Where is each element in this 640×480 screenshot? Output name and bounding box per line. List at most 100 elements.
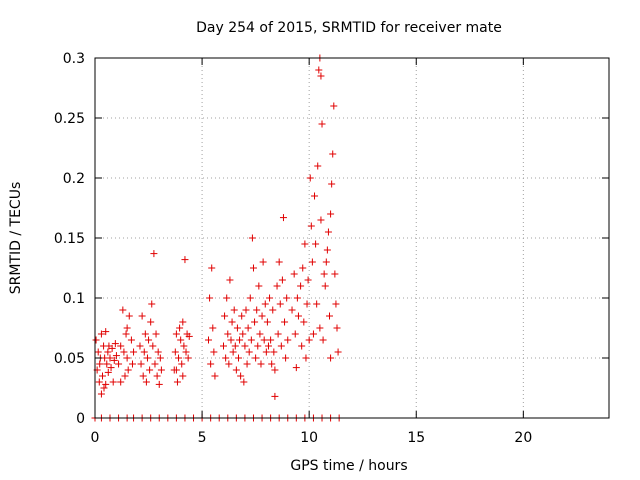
data-point bbox=[95, 378, 103, 386]
data-point bbox=[238, 312, 246, 320]
y-axis-label: SRMTID / TECUs bbox=[8, 182, 24, 295]
y-tick-label: 0.1 bbox=[63, 291, 85, 307]
x-tick-label: 20 bbox=[514, 430, 532, 446]
data-point bbox=[179, 372, 187, 380]
data-point bbox=[264, 342, 272, 350]
data-point bbox=[334, 348, 342, 356]
axes: 0 0.05 0.1 0.15 0.2 0.25 0.3 0 5 10 15 20 bbox=[54, 51, 609, 446]
data-point bbox=[266, 294, 274, 302]
data-point bbox=[262, 348, 270, 356]
x-tick-label: 15 bbox=[407, 430, 425, 446]
data-point bbox=[247, 336, 255, 344]
data-point bbox=[179, 318, 187, 326]
data-point bbox=[271, 392, 279, 400]
data-point bbox=[209, 324, 217, 332]
data-point bbox=[311, 192, 319, 200]
data-point bbox=[267, 336, 275, 344]
data-point bbox=[143, 354, 151, 362]
data-point bbox=[333, 324, 341, 332]
data-point bbox=[119, 306, 127, 314]
data-point bbox=[207, 360, 215, 368]
data-point bbox=[107, 364, 115, 372]
data-point bbox=[102, 380, 110, 388]
data-point bbox=[245, 348, 253, 356]
data-point bbox=[205, 336, 213, 344]
data-point bbox=[128, 360, 136, 368]
data-point bbox=[323, 246, 331, 254]
data-point bbox=[252, 354, 260, 362]
data-point bbox=[157, 366, 165, 374]
y-tick-label: 0 bbox=[76, 411, 85, 427]
data-point bbox=[302, 354, 310, 362]
data-point bbox=[138, 312, 146, 320]
data-point bbox=[327, 354, 335, 362]
data-point bbox=[275, 258, 283, 266]
data-point bbox=[256, 330, 264, 338]
data-point bbox=[322, 258, 330, 266]
data-point bbox=[176, 324, 184, 332]
data-point bbox=[125, 312, 133, 320]
data-point bbox=[130, 348, 138, 356]
data-point bbox=[332, 300, 340, 308]
data-point bbox=[276, 300, 284, 308]
data-point bbox=[312, 240, 320, 248]
y-tick-label: 0.25 bbox=[54, 111, 85, 127]
data-point bbox=[230, 306, 238, 314]
data-point bbox=[104, 368, 112, 376]
data-point bbox=[222, 354, 230, 362]
data-point bbox=[231, 342, 239, 350]
data-point bbox=[284, 336, 292, 344]
data-point bbox=[248, 234, 256, 242]
data-point bbox=[288, 306, 296, 314]
data-point bbox=[324, 228, 332, 236]
data-point bbox=[103, 360, 111, 368]
data-point bbox=[102, 328, 110, 336]
data-point bbox=[279, 214, 287, 222]
data-point bbox=[298, 342, 306, 350]
data-point bbox=[241, 342, 249, 350]
data-point bbox=[109, 378, 117, 386]
data-point bbox=[321, 282, 329, 290]
data-point bbox=[273, 282, 281, 290]
data-point bbox=[220, 342, 227, 350]
grid bbox=[95, 58, 609, 418]
data-point bbox=[244, 324, 252, 332]
data-point bbox=[242, 306, 250, 314]
data-point bbox=[139, 372, 147, 380]
x-tick-label: 10 bbox=[300, 430, 318, 446]
data-point bbox=[141, 330, 149, 338]
data-point bbox=[100, 384, 108, 392]
data-point bbox=[227, 336, 235, 344]
data-point bbox=[257, 360, 265, 368]
data-point bbox=[211, 372, 219, 380]
data-point bbox=[299, 264, 307, 272]
data-point bbox=[148, 300, 156, 308]
data-point bbox=[115, 360, 123, 368]
data-point bbox=[314, 162, 322, 170]
data-point bbox=[269, 306, 277, 314]
data-point bbox=[274, 330, 282, 338]
chart-title: Day 254 of 2015, SRMTID for receiver mat… bbox=[196, 20, 502, 36]
data-point bbox=[240, 378, 248, 386]
data-point bbox=[237, 372, 245, 380]
data-point bbox=[243, 360, 251, 368]
data-point bbox=[223, 294, 231, 302]
data-point bbox=[263, 318, 271, 326]
data-point bbox=[221, 312, 229, 320]
data-point bbox=[124, 366, 132, 374]
data-point bbox=[270, 348, 278, 356]
data-point bbox=[180, 342, 188, 350]
data-point bbox=[309, 330, 317, 338]
data-point bbox=[330, 102, 338, 110]
data-point bbox=[292, 364, 300, 372]
data-point bbox=[228, 318, 236, 326]
data-point bbox=[305, 336, 313, 344]
data-point bbox=[320, 270, 328, 278]
data-point bbox=[306, 174, 314, 182]
y-tick-label: 0.15 bbox=[54, 231, 85, 247]
data-point bbox=[172, 330, 180, 338]
data-point bbox=[226, 276, 234, 284]
data-point bbox=[123, 324, 131, 332]
x-axis-label: GPS time / hours bbox=[290, 458, 407, 474]
data-point bbox=[300, 318, 308, 326]
